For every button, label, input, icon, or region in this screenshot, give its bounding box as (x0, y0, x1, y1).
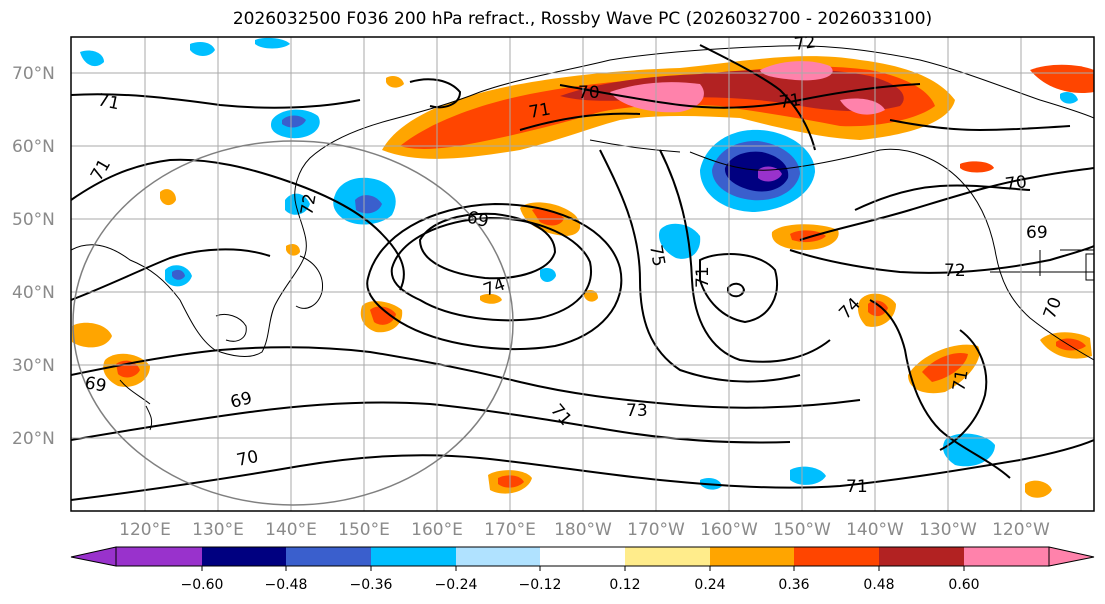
negative-blob-south (790, 466, 826, 485)
lon-label: 130°E (192, 520, 244, 540)
colorbar-label: −0.48 (265, 577, 308, 593)
contour-label: 70 (235, 447, 260, 471)
contour-labels: 72 70 71 71 71 71 69 72 69 70 72 71 74 7… (83, 32, 1066, 497)
colorbar-label: 0.12 (609, 577, 640, 593)
contour-label: 71 (778, 90, 802, 113)
colorbar-label: 0.48 (863, 577, 894, 593)
positive-band-north-peak2 (760, 61, 833, 81)
contour-label: 70 (1004, 172, 1028, 195)
colorbar-label: −0.24 (435, 577, 478, 593)
colorbar-swatch (371, 547, 456, 566)
colorbar: −0.60 −0.48 −0.36 −0.24 −0.12 0.12 0.24 … (70, 546, 1095, 593)
negative-blob-aleutian-3 (724, 151, 789, 192)
colorbar-swatch (710, 547, 794, 566)
positive-blob-pacific-mid-inner (370, 306, 396, 325)
map-frame (70, 36, 1095, 512)
negative-blob-okhotsk-inner (355, 195, 382, 214)
coastlines (71, 45, 1094, 431)
contour-label: 71 (846, 477, 868, 497)
negative-blob-central2 (540, 268, 556, 282)
contour-label: 69 (1026, 223, 1048, 243)
positive-patch-northeast (1030, 64, 1094, 94)
colorbar-swatch (202, 547, 286, 566)
contour-label: 71 (949, 368, 972, 393)
lon-label: 150°W (773, 520, 831, 540)
lon-label: 140°E (265, 520, 317, 540)
colorbar-label: −0.60 (181, 577, 224, 593)
positive-blob-small4 (960, 161, 994, 173)
colorbar-extend-high (1048, 546, 1095, 567)
colorbar-label: −0.12 (519, 577, 562, 593)
positive-band-north-core (560, 69, 904, 112)
positive-blob-small2 (160, 189, 176, 206)
negative-blob-nw2 (80, 50, 104, 67)
colorbar-swatch (964, 547, 1049, 566)
positive-blob-south-mid-inner (498, 475, 524, 488)
colorbar-swatch (286, 547, 371, 566)
lon-label: 160°E (411, 520, 463, 540)
contour-label: 71 (527, 99, 552, 122)
lat-label-40: 40°N (12, 283, 55, 303)
height-contours (71, 44, 1094, 501)
contour-label: 69 (83, 373, 108, 396)
positive-blob-small1 (386, 76, 404, 88)
colorbar-swatch (794, 547, 879, 566)
positive-band-north-peak3 (840, 98, 885, 115)
negative-blob-east (1060, 92, 1078, 104)
lon-label: 120°W (992, 520, 1050, 540)
lon-label: 150°E (338, 520, 390, 540)
reference-circle (72, 140, 514, 506)
colorbar-swatch (540, 547, 625, 566)
lon-label: 120°E (119, 520, 171, 540)
colorbar-swatch (116, 547, 202, 566)
positive-blob-small6 (584, 290, 598, 302)
lat-label-20: 20°N (12, 429, 55, 449)
colorbar-label: 0.60 (948, 577, 979, 593)
lon-label: 130°W (919, 520, 977, 540)
positive-blob-southeast-inner (922, 352, 968, 382)
contour-label: 72 (793, 32, 817, 55)
lon-label: 170°E (484, 520, 536, 540)
lon-label: 160°W (700, 520, 758, 540)
positive-blob-west (72, 322, 112, 348)
negative-blob-top1 (190, 42, 215, 56)
map-title: 2026032500 F036 200 hPa refract., Rossby… (232, 9, 933, 29)
positive-blob-small5 (1025, 480, 1052, 498)
lat-label-30: 30°N (12, 356, 55, 376)
contour-label: 72 (297, 192, 320, 217)
colorbar-swatch (625, 547, 710, 566)
lon-label: 170°W (627, 520, 685, 540)
lat-label-70: 70°N (12, 64, 55, 84)
contour-label: 72 (944, 261, 966, 281)
lon-label: 140°W (846, 520, 904, 540)
positive-blob-mid-east-inner (868, 300, 888, 317)
colorbar-frame (115, 546, 1050, 567)
colorbar-label: 0.36 (778, 577, 809, 593)
map-content: 72 70 71 71 71 71 69 72 69 70 72 71 74 7… (71, 32, 1094, 511)
positive-blob-small7 (480, 293, 502, 304)
negative-blob-nw-inner (282, 115, 306, 128)
graticule (71, 37, 1094, 511)
latitude-labels: 70°N 60°N 50°N 40°N 30°N 20°N (12, 64, 55, 449)
lon-label: 180°W (554, 520, 612, 540)
colorbar-extend-low (70, 546, 117, 567)
colorbar-swatch (879, 547, 964, 566)
contour-label: 73 (626, 401, 648, 421)
contour-label: 75 (645, 243, 668, 268)
contour-label: 71 (96, 90, 121, 114)
lat-label-60: 60°N (12, 137, 55, 157)
colorbar-label: −0.36 (350, 577, 393, 593)
longitude-labels: 120°E 130°E 140°E 150°E 160°E 170°E 180°… (119, 520, 1050, 540)
positive-blob-small3 (286, 244, 300, 256)
contour-label: 70 (578, 83, 600, 103)
colorbar-label: 0.24 (694, 577, 725, 593)
contour-label: 71 (693, 266, 713, 288)
negative-blob-sw-inner (172, 269, 185, 280)
negative-blob-top2 (255, 37, 290, 49)
positive-blob-gulf-inner (790, 230, 826, 243)
lat-label-50: 50°N (12, 210, 55, 230)
colorbar-swatch (456, 547, 540, 566)
refractivity-fill (72, 37, 1094, 498)
